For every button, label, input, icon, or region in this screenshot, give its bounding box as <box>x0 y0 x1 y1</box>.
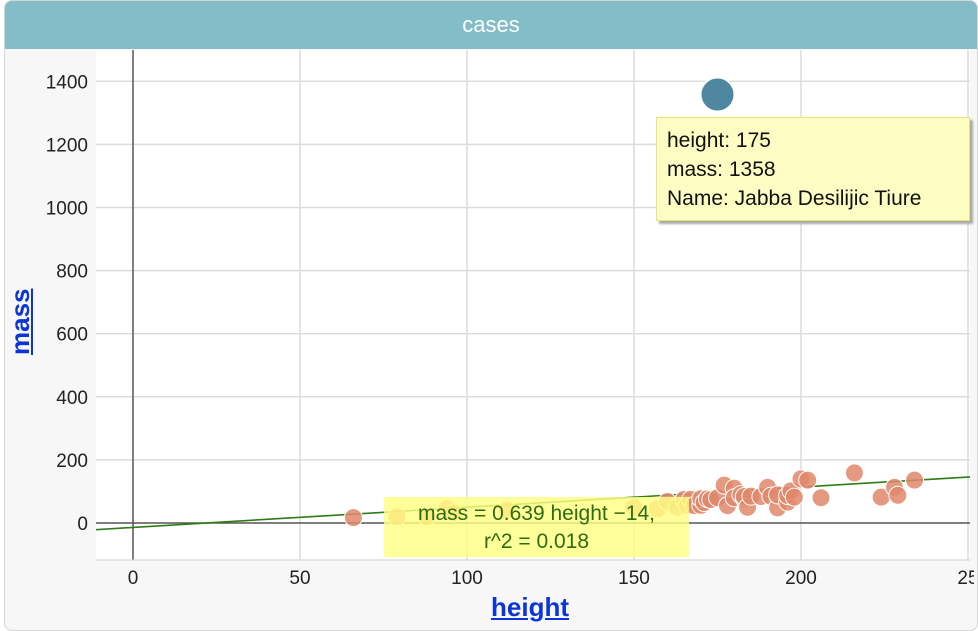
y-tick-label: 600 <box>56 325 88 346</box>
window-title-bar[interactable]: cases <box>5 1 977 49</box>
y-tick-label: 1200 <box>46 135 88 156</box>
data-point[interactable] <box>798 470 818 490</box>
x-tick-label: 25 <box>957 568 974 589</box>
data-point[interactable] <box>784 487 804 507</box>
y-tick-label: 1400 <box>46 72 88 93</box>
tooltip-mass: mass: 1358 <box>667 158 776 181</box>
data-point[interactable] <box>343 508 363 528</box>
x-axis-label[interactable]: height <box>491 592 569 622</box>
y-tick-label: 400 <box>56 388 88 409</box>
y-tick-label: 800 <box>56 262 88 283</box>
x-tick-label: 50 <box>289 568 310 589</box>
tooltip-name: Name: Jabba Desilijic Tiure <box>667 187 922 210</box>
y-tick-label: 200 <box>56 451 88 472</box>
regression-equation-box[interactable]: mass = 0.639 height −14, r^2 = 0.018 <box>384 497 689 557</box>
x-tick-label: 0 <box>128 568 139 589</box>
x-tick-label: 200 <box>785 568 817 589</box>
highlighted-point[interactable] <box>699 76 736 113</box>
data-point[interactable] <box>811 488 831 508</box>
regression-r2: r^2 = 0.018 <box>483 530 589 553</box>
data-point[interactable] <box>888 485 908 505</box>
point-tooltip: height: 175 mass: 1358 Name: Jabba Desil… <box>656 117 970 221</box>
y-tick-label: 0 <box>77 514 88 535</box>
highlighted-data-point[interactable] <box>699 76 736 113</box>
data-point[interactable] <box>905 470 925 490</box>
x-tick-label: 100 <box>451 568 483 589</box>
regression-equation: mass = 0.639 height −14, <box>418 502 655 525</box>
tooltip-height: height: 175 <box>667 129 771 152</box>
x-tick-label: 150 <box>618 568 650 589</box>
y-axis-label[interactable]: mass <box>5 288 35 356</box>
y-tick-label: 1000 <box>46 199 88 220</box>
data-point[interactable] <box>844 463 864 483</box>
